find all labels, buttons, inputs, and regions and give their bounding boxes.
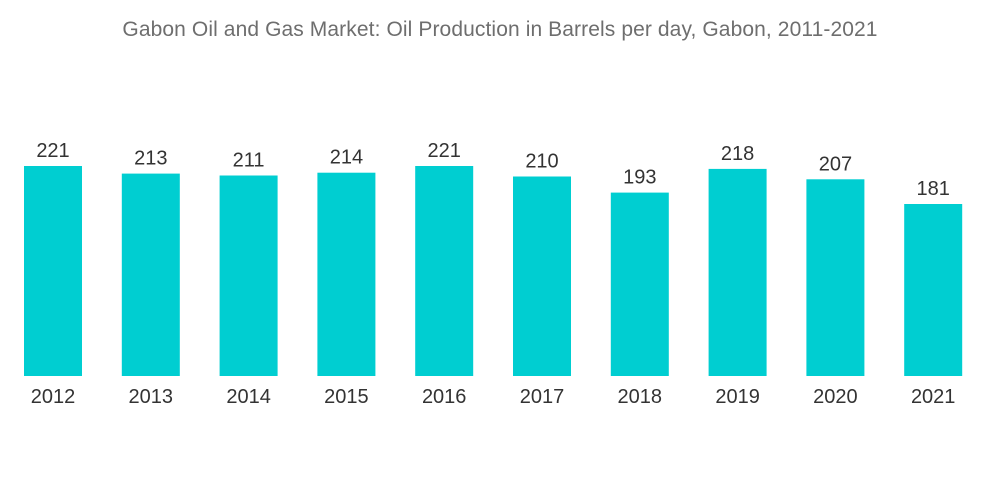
bar-2018 <box>610 192 669 376</box>
data-label-2013: 213 <box>134 148 167 170</box>
x-tick-2012: 2012 <box>31 386 76 408</box>
data-label-2012: 221 <box>36 140 69 162</box>
data-label-2015: 214 <box>330 147 363 169</box>
x-tick-2018: 2018 <box>618 386 663 408</box>
x-tick-2015: 2015 <box>324 386 369 408</box>
x-tick-2019: 2019 <box>715 386 760 408</box>
data-label-2016: 221 <box>428 140 461 162</box>
data-label-2014: 211 <box>233 150 265 172</box>
x-tick-2013: 2013 <box>129 386 174 408</box>
bar-2015 <box>317 172 376 376</box>
x-tick-2017: 2017 <box>520 386 565 408</box>
data-label-2017: 210 <box>525 151 558 173</box>
bar-2012 <box>24 166 82 376</box>
data-label-2021: 181 <box>917 178 950 200</box>
bar-2020 <box>806 179 865 376</box>
data-label-2018: 193 <box>623 167 656 189</box>
bar-2021 <box>904 204 963 376</box>
data-label-2019: 218 <box>721 143 754 165</box>
x-tick-2016: 2016 <box>422 386 467 408</box>
data-label-2020: 207 <box>819 153 852 175</box>
bar-2019 <box>708 168 767 376</box>
x-tick-2021: 2021 <box>911 386 956 408</box>
bar-2013 <box>121 173 180 376</box>
x-tick-2014: 2014 <box>226 386 271 408</box>
x-tick-2020: 2020 <box>813 386 858 408</box>
bar-2017 <box>513 176 571 376</box>
bar-2016 <box>415 166 474 376</box>
chart-title: Gabon Oil and Gas Market: Oil Production… <box>122 18 878 41</box>
bar-2014 <box>219 175 278 376</box>
